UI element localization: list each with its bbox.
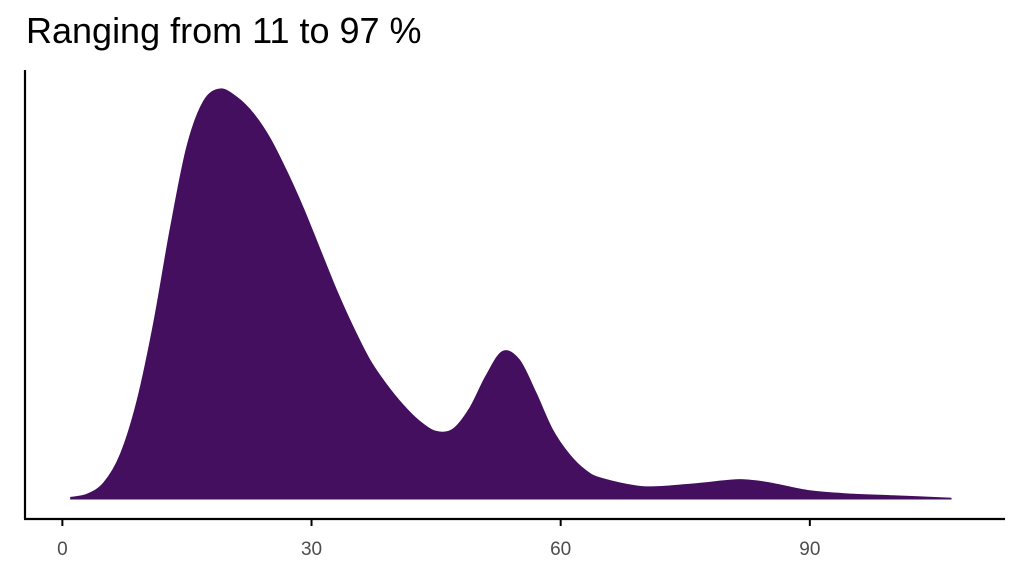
x-tick-label-60: 60: [550, 539, 571, 560]
chart-title: Ranging from 11 to 97 %: [26, 10, 422, 51]
x-tick-label-30: 30: [301, 539, 322, 560]
x-tick-label-90: 90: [799, 539, 820, 560]
x-tick-label-0: 0: [57, 539, 68, 560]
density-area-0: [70, 88, 952, 500]
